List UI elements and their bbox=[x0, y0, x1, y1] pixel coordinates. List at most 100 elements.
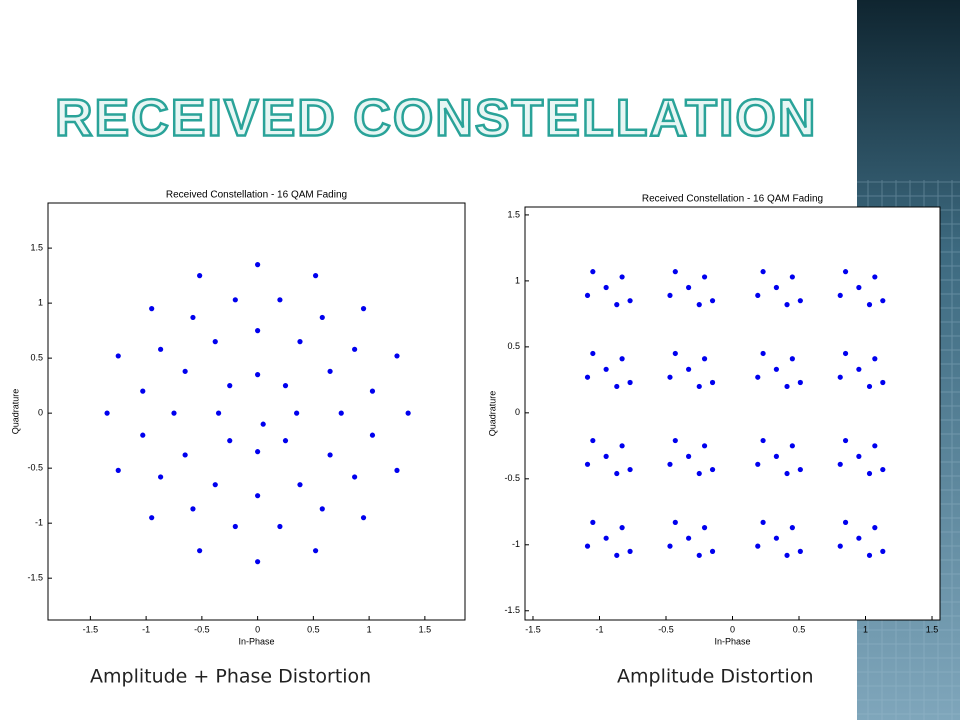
point bbox=[667, 461, 673, 467]
x-tick-label: -0.5 bbox=[658, 624, 674, 634]
point bbox=[627, 466, 633, 473]
point bbox=[255, 372, 261, 378]
point bbox=[171, 410, 177, 416]
point bbox=[755, 292, 761, 299]
point bbox=[789, 525, 795, 531]
point bbox=[619, 443, 625, 449]
point bbox=[696, 470, 702, 477]
point bbox=[619, 356, 625, 362]
point bbox=[327, 452, 333, 458]
point bbox=[872, 274, 878, 280]
point bbox=[140, 388, 146, 394]
point bbox=[215, 410, 222, 416]
point bbox=[866, 470, 873, 477]
point bbox=[584, 374, 591, 380]
point bbox=[149, 306, 155, 312]
point bbox=[872, 443, 878, 449]
point bbox=[232, 297, 238, 303]
y-tick-label: 0 bbox=[515, 407, 520, 417]
point bbox=[856, 366, 862, 372]
x-tick-label: 1 bbox=[863, 624, 868, 634]
point bbox=[773, 453, 779, 459]
caption: Amplitude + Phase Distortion bbox=[90, 666, 371, 688]
point bbox=[701, 525, 708, 531]
point bbox=[312, 273, 319, 279]
point bbox=[277, 297, 283, 303]
point bbox=[405, 410, 411, 416]
x-tick-label: -1.5 bbox=[525, 624, 541, 634]
point bbox=[672, 519, 678, 525]
point bbox=[297, 339, 303, 345]
point bbox=[603, 453, 609, 459]
point bbox=[856, 284, 862, 291]
x-tick-label: 0.5 bbox=[793, 624, 806, 634]
point bbox=[360, 515, 367, 521]
point bbox=[327, 368, 333, 374]
x-tick-label: 0 bbox=[255, 624, 260, 634]
point bbox=[197, 273, 203, 279]
point bbox=[394, 467, 400, 473]
point bbox=[584, 461, 591, 467]
point bbox=[837, 461, 843, 467]
point bbox=[856, 453, 862, 459]
point bbox=[255, 559, 261, 565]
y-tick-label: 1.5 bbox=[507, 209, 520, 219]
point bbox=[872, 356, 878, 362]
point bbox=[667, 292, 673, 299]
point bbox=[394, 353, 400, 359]
point bbox=[158, 346, 164, 352]
point bbox=[614, 470, 620, 477]
point bbox=[312, 548, 319, 554]
point bbox=[672, 437, 678, 444]
x-tick-label: -1 bbox=[595, 624, 603, 634]
point bbox=[701, 274, 708, 280]
point bbox=[619, 274, 625, 280]
x-tick-label: 1 bbox=[367, 624, 372, 634]
point bbox=[672, 269, 678, 275]
x-axis-label: In-Phase bbox=[238, 636, 274, 646]
point bbox=[760, 437, 766, 444]
point bbox=[709, 548, 716, 554]
point bbox=[104, 410, 110, 416]
point bbox=[880, 379, 886, 386]
point bbox=[842, 519, 849, 525]
x-tick-label: -1 bbox=[142, 624, 150, 634]
point bbox=[294, 410, 300, 416]
point bbox=[797, 298, 803, 304]
point bbox=[140, 432, 146, 438]
point bbox=[842, 437, 849, 444]
point bbox=[784, 383, 790, 390]
point bbox=[686, 535, 692, 541]
point bbox=[197, 548, 203, 554]
x-axis-label: In-Phase bbox=[714, 636, 750, 646]
point bbox=[319, 314, 325, 321]
point bbox=[866, 383, 873, 390]
point bbox=[614, 552, 620, 558]
point bbox=[837, 543, 843, 549]
point bbox=[797, 548, 803, 554]
point bbox=[282, 383, 289, 389]
y-tick-label: 1 bbox=[515, 275, 520, 285]
point bbox=[360, 306, 367, 312]
y-tick-label: -0.5 bbox=[504, 473, 520, 483]
point bbox=[584, 292, 591, 299]
point bbox=[255, 493, 261, 499]
point bbox=[709, 466, 716, 473]
point bbox=[590, 269, 596, 275]
point bbox=[784, 302, 790, 308]
point bbox=[866, 302, 873, 308]
y-tick-label: 0.5 bbox=[30, 353, 43, 363]
point bbox=[227, 438, 233, 444]
point bbox=[784, 470, 790, 477]
y-tick-label: -1.5 bbox=[27, 573, 43, 583]
point bbox=[190, 314, 196, 321]
point bbox=[880, 548, 886, 554]
point bbox=[282, 438, 289, 444]
y-axis-label: Quadrature bbox=[10, 389, 20, 435]
point bbox=[667, 374, 673, 380]
point bbox=[603, 366, 609, 372]
point bbox=[701, 443, 708, 449]
plot-title: Received Constellation - 16 QAM Fading bbox=[642, 194, 823, 205]
plot-area bbox=[47, 202, 466, 621]
y-tick-label: 0.5 bbox=[507, 341, 520, 351]
